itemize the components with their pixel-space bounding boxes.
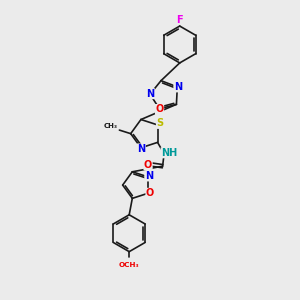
Text: OCH₃: OCH₃ — [119, 262, 140, 268]
Text: N: N — [146, 88, 154, 99]
Text: F: F — [176, 14, 183, 25]
Text: S: S — [156, 118, 164, 128]
Text: NH: NH — [161, 148, 177, 158]
Text: CH₃: CH₃ — [104, 123, 118, 129]
Text: N: N — [174, 82, 182, 92]
Text: O: O — [144, 160, 152, 170]
Text: O: O — [155, 104, 164, 115]
Text: O: O — [146, 188, 154, 198]
Text: N: N — [137, 144, 145, 154]
Text: N: N — [145, 171, 153, 181]
